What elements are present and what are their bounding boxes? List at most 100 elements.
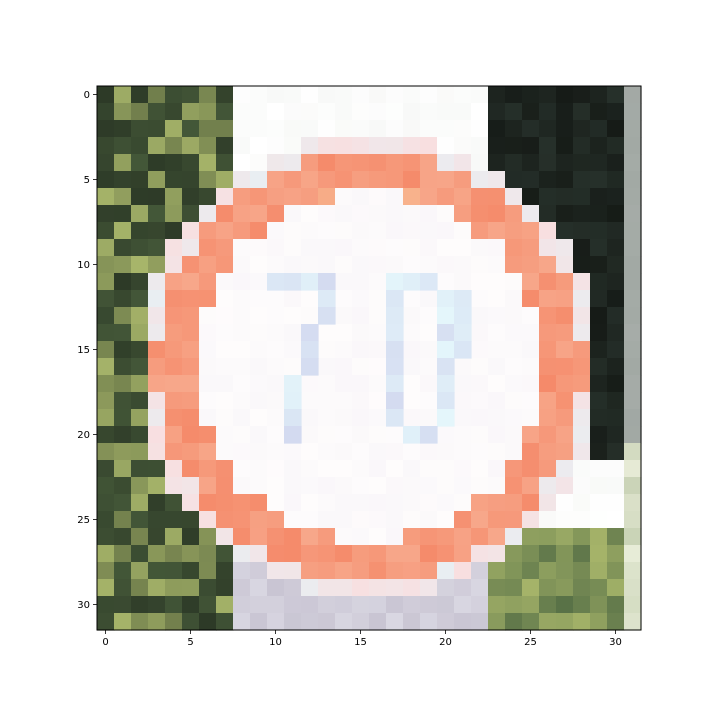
image-pixel bbox=[335, 562, 353, 580]
image-pixel bbox=[233, 137, 251, 155]
image-pixel bbox=[505, 426, 523, 444]
image-pixel bbox=[233, 528, 251, 546]
image-pixel bbox=[301, 426, 319, 444]
image-pixel bbox=[267, 120, 285, 138]
image-pixel bbox=[573, 120, 591, 138]
image-pixel bbox=[97, 562, 115, 580]
image-pixel bbox=[624, 137, 642, 155]
image-pixel bbox=[318, 613, 336, 631]
image-pixel bbox=[148, 154, 166, 172]
image-pixel bbox=[148, 545, 166, 563]
image-pixel bbox=[369, 205, 387, 223]
x-tick-label: 0 bbox=[102, 637, 108, 648]
image-pixel bbox=[369, 239, 387, 257]
image-pixel bbox=[522, 324, 540, 342]
image-pixel bbox=[590, 341, 608, 359]
image-pixel bbox=[250, 188, 268, 206]
image-pixel bbox=[369, 511, 387, 529]
image-pixel bbox=[488, 494, 506, 512]
image-pixel bbox=[420, 545, 438, 563]
image-pixel bbox=[488, 341, 506, 359]
image-pixel bbox=[131, 409, 149, 427]
image-pixel bbox=[216, 596, 234, 614]
image-pixel bbox=[131, 86, 149, 104]
image-pixel bbox=[369, 494, 387, 512]
image-pixel bbox=[369, 171, 387, 189]
image-pixel bbox=[539, 545, 557, 563]
image-pixel bbox=[148, 562, 166, 580]
image-pixel bbox=[539, 511, 557, 529]
image-pixel bbox=[301, 443, 319, 461]
image-pixel bbox=[556, 256, 574, 274]
image-pixel bbox=[335, 409, 353, 427]
image-pixel bbox=[182, 460, 200, 478]
image-pixel bbox=[250, 460, 268, 478]
image-pixel bbox=[114, 358, 132, 376]
image-pixel bbox=[590, 256, 608, 274]
image-pixel bbox=[539, 324, 557, 342]
image-pixel bbox=[420, 562, 438, 580]
image-pixel bbox=[250, 239, 268, 257]
image-pixel bbox=[233, 358, 251, 376]
image-pixel bbox=[573, 86, 591, 104]
image-pixel bbox=[505, 460, 523, 478]
image-pixel bbox=[505, 443, 523, 461]
image-pixel bbox=[114, 375, 132, 393]
image-pixel bbox=[539, 409, 557, 427]
image-pixel bbox=[250, 426, 268, 444]
image-pixel bbox=[369, 579, 387, 597]
digit-pixel bbox=[386, 341, 404, 359]
image-pixel bbox=[369, 307, 387, 325]
image-pixel bbox=[250, 494, 268, 512]
image-pixel bbox=[233, 409, 251, 427]
image-pixel bbox=[420, 511, 438, 529]
image-pixel bbox=[267, 392, 285, 410]
image-pixel bbox=[403, 392, 421, 410]
digit-pixel bbox=[420, 273, 438, 291]
image-pixel bbox=[505, 239, 523, 257]
image-pixel bbox=[454, 426, 472, 444]
image-pixel bbox=[165, 239, 183, 257]
image-pixel bbox=[97, 375, 115, 393]
image-pixel bbox=[403, 511, 421, 529]
image-pixel bbox=[539, 171, 557, 189]
image-pixel bbox=[505, 307, 523, 325]
image-pixel bbox=[403, 358, 421, 376]
image-pixel bbox=[607, 528, 625, 546]
image-pixel bbox=[454, 375, 472, 393]
image-pixel bbox=[216, 137, 234, 155]
image-pixel bbox=[148, 596, 166, 614]
image-pixel bbox=[624, 290, 642, 308]
image-pixel bbox=[454, 443, 472, 461]
image-pixel bbox=[369, 341, 387, 359]
image-pixel bbox=[233, 239, 251, 257]
image-pixel bbox=[318, 154, 336, 172]
image-pixel bbox=[352, 511, 370, 529]
image-pixel bbox=[454, 562, 472, 580]
digit-pixel bbox=[301, 324, 319, 342]
image-pixel bbox=[420, 528, 438, 546]
image-pixel bbox=[216, 324, 234, 342]
image-pixel bbox=[233, 120, 251, 138]
image-pixel bbox=[420, 154, 438, 172]
image-pixel bbox=[216, 103, 234, 121]
image-pixel bbox=[199, 222, 217, 240]
image-pixel bbox=[471, 579, 489, 597]
image-pixel bbox=[386, 596, 404, 614]
image-pixel bbox=[573, 256, 591, 274]
image-pixel bbox=[624, 205, 642, 223]
image-pixel bbox=[624, 358, 642, 376]
image-pixel bbox=[488, 358, 506, 376]
image-pixel bbox=[454, 171, 472, 189]
image-pixel bbox=[607, 375, 625, 393]
image-pixel bbox=[199, 341, 217, 359]
image-pixel bbox=[284, 137, 302, 155]
image-pixel bbox=[590, 120, 608, 138]
image-pixel bbox=[284, 511, 302, 529]
x-tick-label: 5 bbox=[187, 637, 193, 648]
image-pixel bbox=[131, 205, 149, 223]
image-pixel bbox=[131, 341, 149, 359]
axes-frame bbox=[96, 85, 642, 631]
image-pixel bbox=[539, 103, 557, 121]
image-pixel bbox=[165, 273, 183, 291]
